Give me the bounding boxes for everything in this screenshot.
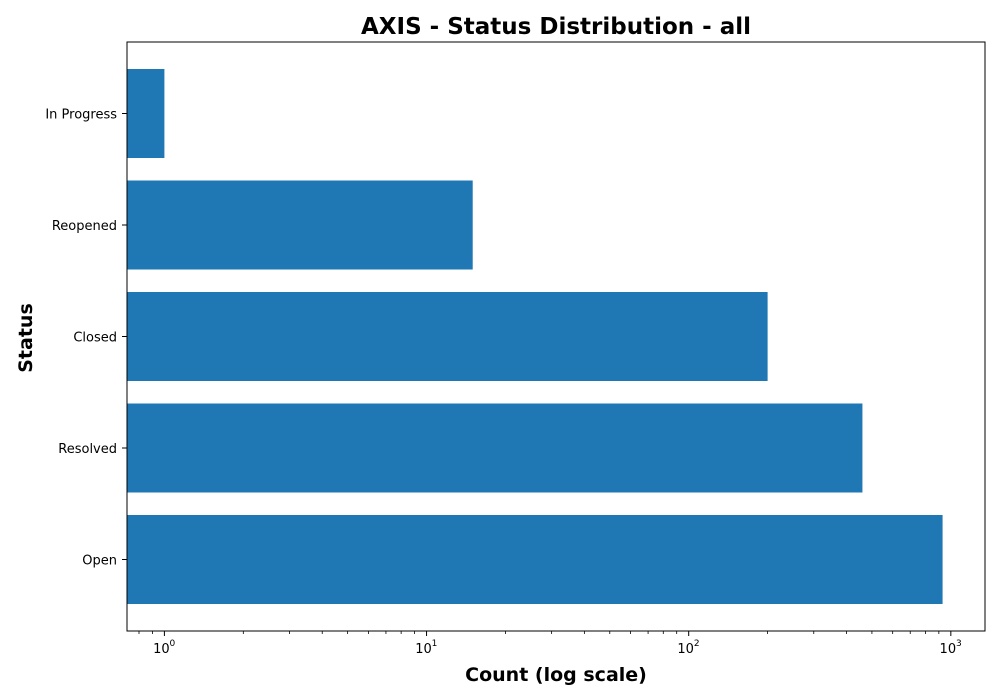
bar-reopened (127, 180, 473, 270)
y-axis: Open Resolved Closed Reopened In Progress (45, 108, 127, 569)
bar-in-progress (127, 69, 165, 158)
x-tick-label: 10 (940, 642, 957, 657)
y-axis-label: Status (15, 303, 37, 373)
x-tick-label: 10 (153, 642, 170, 657)
x-axis-label: Count (log scale) (465, 664, 647, 686)
x-tick-label: 10 (415, 642, 432, 657)
y-tick-label-reopened: Reopened (52, 219, 117, 234)
bars-group (127, 69, 943, 604)
bar-resolved (127, 403, 863, 493)
x-axis: 10 0 10 1 10 2 10 3 (138, 631, 962, 657)
y-tick-label-open: Open (82, 554, 117, 569)
y-tick-label-in-progress: In Progress (45, 108, 117, 123)
bar-closed (127, 292, 768, 381)
x-tick-label: 10 (677, 642, 694, 657)
y-tick-label-closed: Closed (73, 331, 117, 346)
bar-open (127, 515, 943, 604)
chart-title: AXIS - Status Distribution - all (361, 14, 751, 40)
y-tick-label-resolved: Resolved (58, 442, 117, 457)
x-tick-label-exponent: 2 (694, 639, 700, 649)
x-tick-label-exponent: 0 (170, 639, 176, 649)
x-tick-label-exponent: 3 (956, 639, 962, 649)
x-tick-label-exponent: 1 (432, 639, 438, 649)
